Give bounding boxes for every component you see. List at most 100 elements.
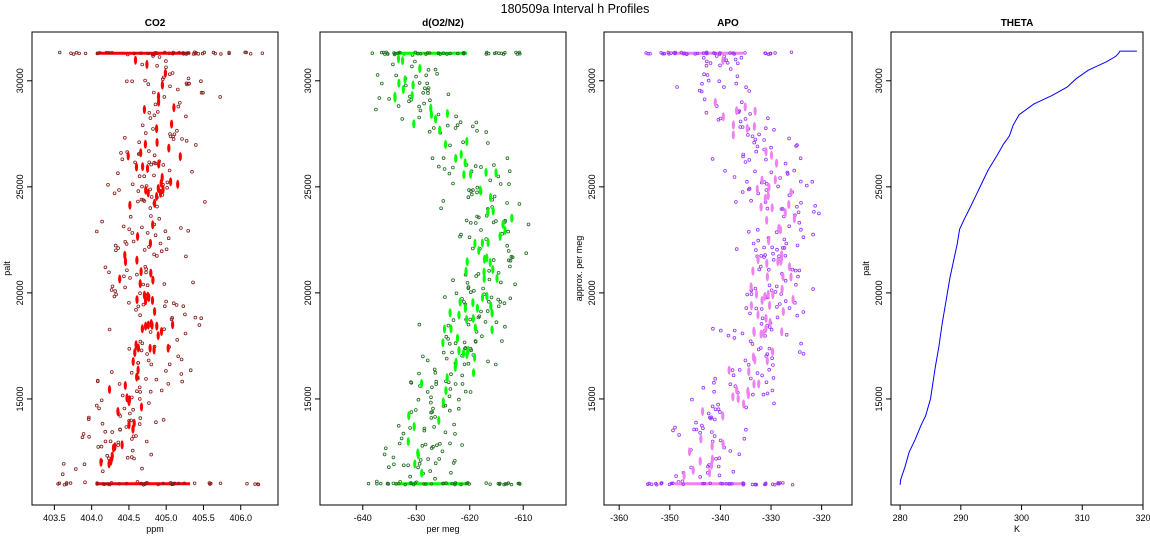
data-point xyxy=(799,201,803,205)
data-point xyxy=(699,89,704,94)
data-point xyxy=(647,481,651,486)
y-tick-label: 20000 xyxy=(15,280,25,305)
data-point xyxy=(507,169,512,174)
data-point xyxy=(437,457,442,461)
data-point-cluster xyxy=(416,450,420,460)
data-point-cluster xyxy=(413,459,417,469)
data-point xyxy=(416,465,420,470)
data-point-cluster xyxy=(461,348,466,358)
data-point xyxy=(801,351,806,356)
data-point xyxy=(811,287,815,291)
data-point xyxy=(154,420,158,425)
data-point xyxy=(123,285,127,290)
data-point xyxy=(450,481,454,486)
data-point xyxy=(176,104,181,109)
data-point xyxy=(408,474,412,479)
data-point xyxy=(466,322,471,327)
data-point xyxy=(456,51,460,56)
data-point-cluster xyxy=(745,123,749,133)
chart-title: THETA xyxy=(1001,18,1034,29)
data-point-cluster xyxy=(488,258,492,267)
data-point xyxy=(475,129,479,133)
x-tick-label: 403.5 xyxy=(43,513,66,523)
data-point xyxy=(374,107,378,112)
data-point xyxy=(399,436,404,441)
data-point xyxy=(526,222,531,227)
data-point xyxy=(460,443,464,447)
data-point xyxy=(427,51,432,55)
data-point xyxy=(147,160,152,165)
data-point xyxy=(810,179,815,184)
data-point xyxy=(773,290,778,294)
data-point xyxy=(175,128,179,133)
data-point xyxy=(190,169,194,174)
data-point xyxy=(74,467,78,471)
data-point xyxy=(171,137,176,141)
data-point xyxy=(753,482,757,487)
data-point xyxy=(413,481,417,485)
data-point xyxy=(409,380,414,385)
data-point xyxy=(473,164,478,168)
data-point xyxy=(417,461,422,466)
data-point xyxy=(125,268,129,273)
data-point xyxy=(156,482,160,487)
data-point-cluster xyxy=(157,159,161,169)
data-point-cluster xyxy=(475,303,479,313)
data-point xyxy=(87,415,91,420)
data-point xyxy=(734,81,738,86)
data-point xyxy=(463,389,468,394)
data-point xyxy=(705,51,709,56)
data-point xyxy=(677,433,681,437)
data-point xyxy=(124,242,129,246)
data-point xyxy=(744,85,748,89)
data-point xyxy=(765,391,770,396)
data-point xyxy=(475,190,479,195)
data-point xyxy=(182,481,186,485)
data-point xyxy=(209,481,213,486)
x-tick-label: 404.0 xyxy=(80,513,103,523)
data-point xyxy=(776,184,780,189)
data-point xyxy=(137,385,142,390)
data-point xyxy=(80,435,85,440)
data-point xyxy=(366,481,371,486)
data-point xyxy=(731,469,736,474)
data-point-cluster xyxy=(411,80,415,90)
data-point xyxy=(767,283,772,288)
data-point xyxy=(430,385,434,390)
data-point-cluster xyxy=(155,191,159,201)
data-point-cluster xyxy=(503,225,507,235)
data-point xyxy=(508,296,513,301)
data-point xyxy=(133,160,137,165)
data-point-cluster xyxy=(133,348,137,358)
data-point-cluster xyxy=(490,325,494,335)
data-point-cluster xyxy=(473,323,477,333)
data-point xyxy=(445,52,449,56)
data-point-cluster xyxy=(152,198,157,208)
data-point-cluster xyxy=(393,91,397,101)
data-point xyxy=(447,341,452,346)
data-point xyxy=(177,51,181,55)
data-point xyxy=(442,167,447,171)
data-point-cluster xyxy=(442,324,447,334)
data-point-cluster xyxy=(764,324,768,334)
data-point xyxy=(510,255,515,260)
data-point xyxy=(494,219,498,223)
data-point xyxy=(153,233,158,238)
data-point xyxy=(745,292,749,297)
plot-frame xyxy=(31,31,279,506)
data-point xyxy=(813,204,817,208)
data-point xyxy=(440,449,445,454)
plot-frame xyxy=(603,31,853,506)
data-point xyxy=(502,301,507,306)
data-point xyxy=(762,245,766,250)
data-point-cluster xyxy=(445,109,449,118)
data-point xyxy=(396,51,400,55)
data-point xyxy=(744,405,748,410)
data-point xyxy=(741,152,746,157)
data-point xyxy=(170,71,175,75)
data-point xyxy=(140,341,145,346)
data-point xyxy=(659,51,663,55)
data-point xyxy=(112,294,117,299)
data-point xyxy=(117,382,122,386)
data-point xyxy=(386,465,391,470)
